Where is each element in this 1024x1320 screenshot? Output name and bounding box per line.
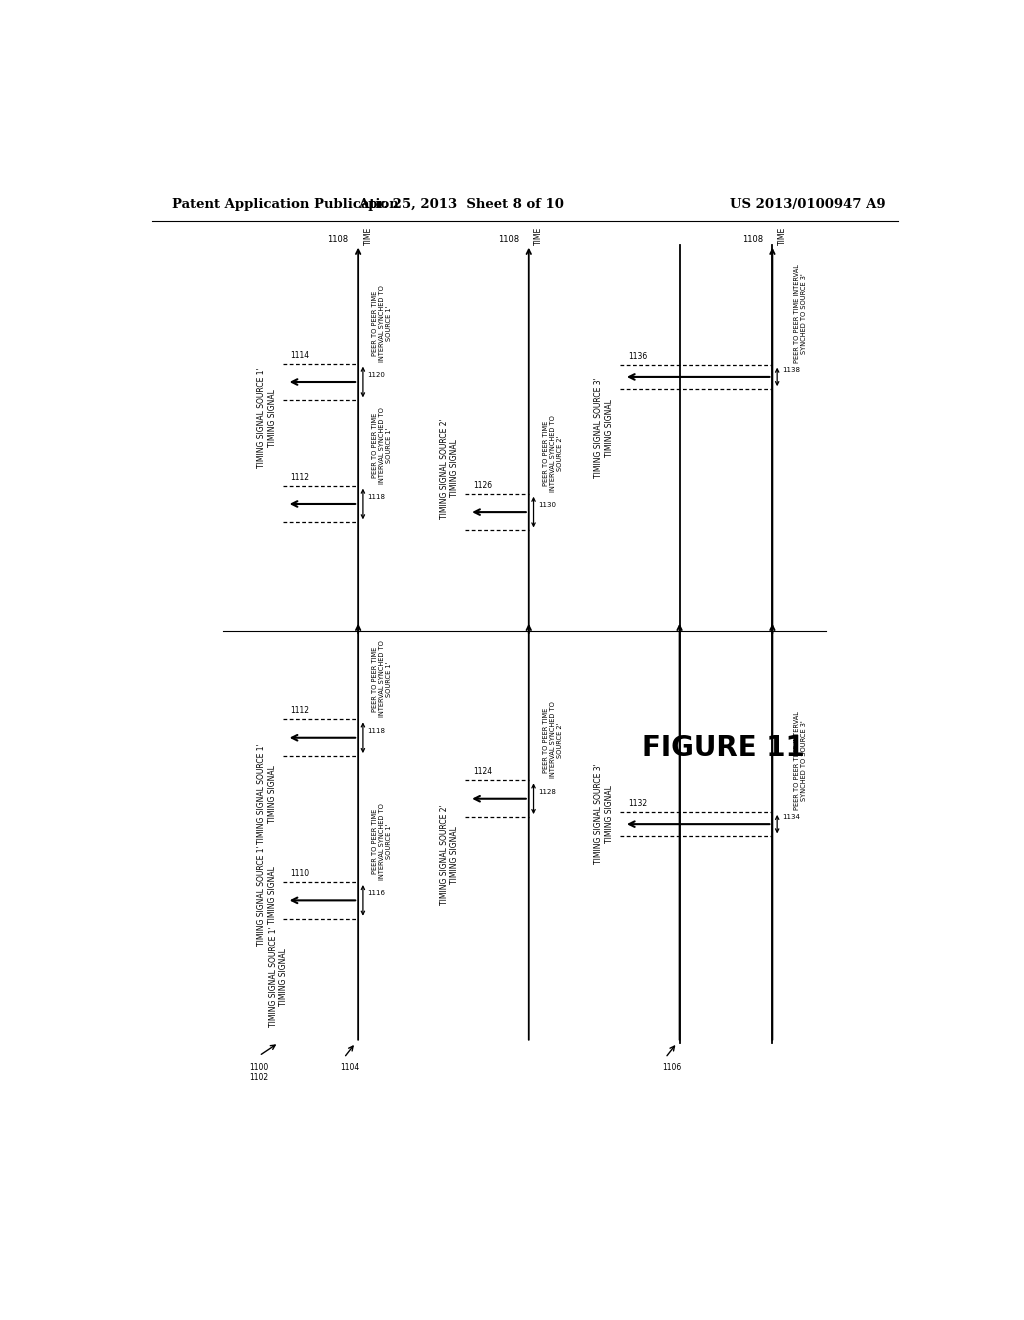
Text: PEER TO PEER TIME INTERVAL
SYNCHED TO SOURCE 3': PEER TO PEER TIME INTERVAL SYNCHED TO SO… (794, 711, 807, 810)
Text: 1116: 1116 (368, 890, 386, 896)
Text: TIME: TIME (535, 227, 544, 244)
Text: 1138: 1138 (782, 367, 800, 372)
Text: PEER TO PEER TIME
INTERVAL SYNCHED TO
SOURCE 2': PEER TO PEER TIME INTERVAL SYNCHED TO SO… (543, 414, 562, 492)
Text: 1108: 1108 (498, 235, 519, 244)
Text: 1118: 1118 (368, 494, 386, 500)
Text: TIME: TIME (364, 227, 373, 244)
Text: 1110: 1110 (291, 869, 310, 878)
Text: PEER TO PEER TIME
INTERVAL SYNCHED TO
SOURCE 1': PEER TO PEER TIME INTERVAL SYNCHED TO SO… (372, 407, 392, 483)
Text: TIMING SIGNAL SOURCE 3'
TIMING SIGNAL: TIMING SIGNAL SOURCE 3' TIMING SIGNAL (595, 763, 613, 865)
Text: 1128: 1128 (539, 788, 556, 795)
Text: TIMING SIGNAL SOURCE 3'
TIMING SIGNAL: TIMING SIGNAL SOURCE 3' TIMING SIGNAL (595, 378, 613, 478)
Text: FIGURE 11: FIGURE 11 (642, 734, 805, 762)
Text: 1112: 1112 (291, 473, 309, 482)
Text: Patent Application Publication: Patent Application Publication (172, 198, 398, 211)
Text: TIMING SIGNAL SOURCE 2'
TIMING SIGNAL: TIMING SIGNAL SOURCE 2' TIMING SIGNAL (439, 418, 459, 519)
Text: 1126: 1126 (473, 480, 493, 490)
Text: PEER TO PEER TIME
INTERVAL SYNCHED TO
SOURCE 1': PEER TO PEER TIME INTERVAL SYNCHED TO SO… (372, 803, 392, 880)
Text: PEER TO PEER TIME
INTERVAL SYNCHED TO
SOURCE 2': PEER TO PEER TIME INTERVAL SYNCHED TO SO… (543, 701, 562, 779)
Text: US 2013/0100947 A9: US 2013/0100947 A9 (730, 198, 886, 211)
Text: 1120: 1120 (368, 372, 386, 378)
Text: TIMING SIGNAL SOURCE 1'
TIMING SIGNAL: TIMING SIGNAL SOURCE 1' TIMING SIGNAL (269, 927, 289, 1027)
Text: 1124: 1124 (473, 767, 493, 776)
Text: PEER TO PEER TIME
INTERVAL SYNCHED TO
SOURCE 1': PEER TO PEER TIME INTERVAL SYNCHED TO SO… (372, 640, 392, 718)
Text: TIMING SIGNAL SOURCE 1'
TIMING SIGNAL: TIMING SIGNAL SOURCE 1' TIMING SIGNAL (257, 845, 276, 945)
Text: 1104: 1104 (341, 1063, 359, 1072)
Text: 1118: 1118 (368, 727, 386, 734)
Text: 1106: 1106 (662, 1063, 681, 1072)
Text: Apr. 25, 2013  Sheet 8 of 10: Apr. 25, 2013 Sheet 8 of 10 (358, 198, 564, 211)
Text: 1130: 1130 (539, 502, 556, 508)
Text: 1108: 1108 (741, 235, 763, 244)
Text: 1114: 1114 (291, 351, 310, 359)
Text: TIMING SIGNAL SOURCE 1'
TIMING SIGNAL: TIMING SIGNAL SOURCE 1' TIMING SIGNAL (257, 367, 276, 467)
Text: 1112: 1112 (291, 706, 309, 715)
Text: PEER TO PEER TIME INTERVAL
SYNCHED TO SOURCE 3': PEER TO PEER TIME INTERVAL SYNCHED TO SO… (794, 264, 807, 363)
Text: 1136: 1136 (628, 351, 647, 360)
Text: TIME: TIME (778, 227, 787, 244)
Text: PEER TO PEER TIME
INTERVAL SYNCHED TO
SOURCE 1': PEER TO PEER TIME INTERVAL SYNCHED TO SO… (372, 285, 392, 362)
Text: 1134: 1134 (782, 814, 800, 820)
Text: 1132: 1132 (628, 799, 647, 808)
Text: 1108: 1108 (328, 235, 348, 244)
Text: TIMING SIGNAL SOURCE 1'
TIMING SIGNAL: TIMING SIGNAL SOURCE 1' TIMING SIGNAL (257, 743, 276, 843)
Text: 1100
1102: 1100 1102 (249, 1063, 268, 1082)
Text: TIMING SIGNAL SOURCE 2'
TIMING SIGNAL: TIMING SIGNAL SOURCE 2' TIMING SIGNAL (439, 804, 459, 906)
